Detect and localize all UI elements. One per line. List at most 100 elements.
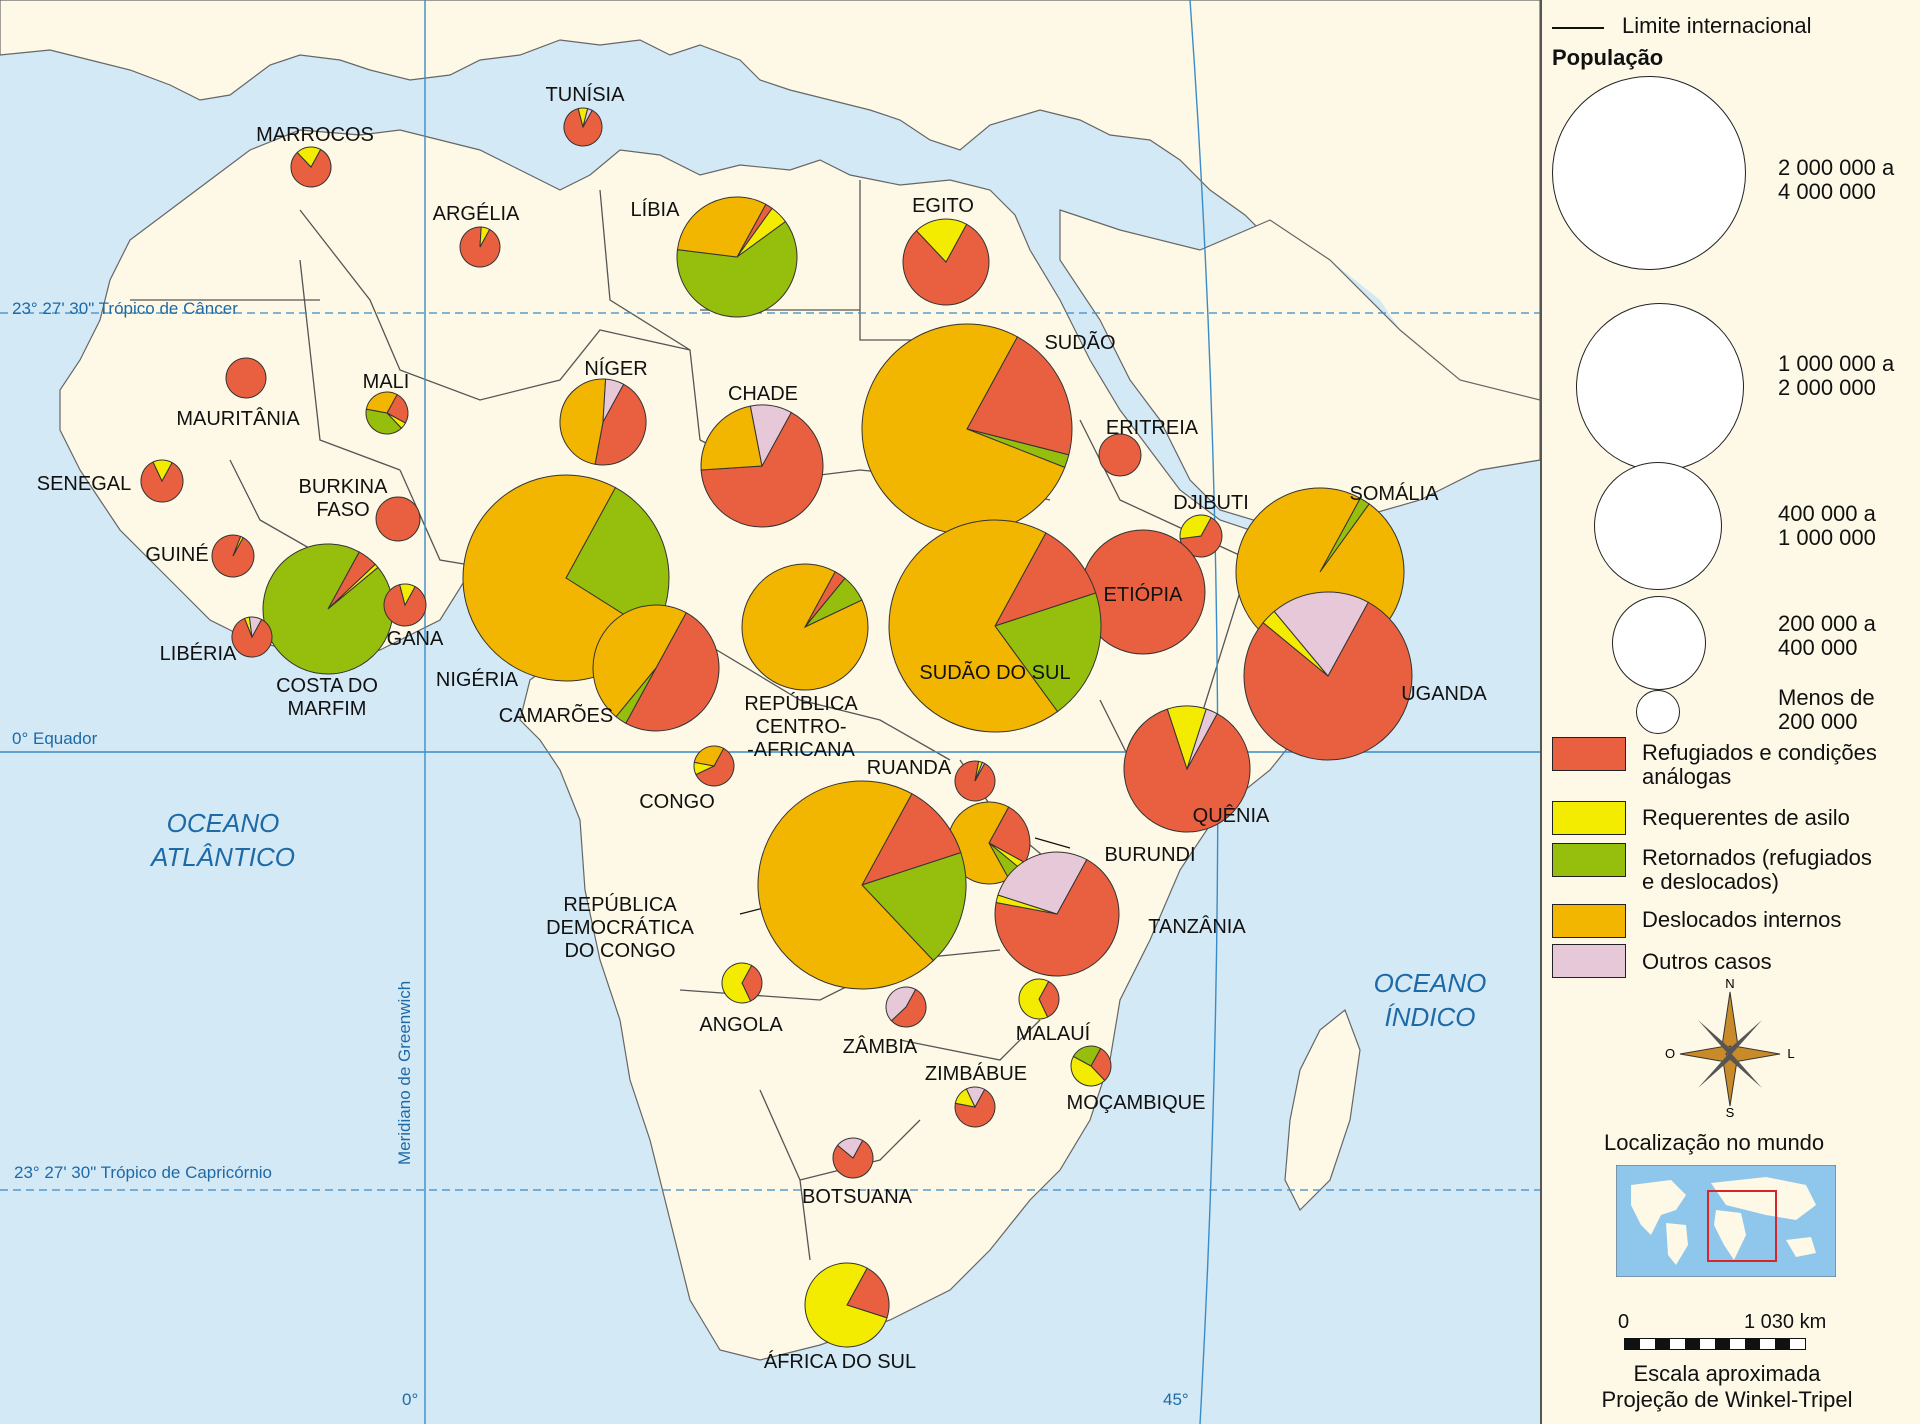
pie-tanzania bbox=[994, 851, 1120, 977]
label-costa-do-marfim-0: COSTA DO bbox=[276, 675, 378, 697]
swatch-requerentes bbox=[1552, 801, 1626, 835]
locator-highlight bbox=[1707, 1190, 1777, 1262]
label-senegal: SENEGAL bbox=[37, 473, 131, 495]
pie-malaui bbox=[1018, 978, 1060, 1020]
size-circle-3 bbox=[1594, 462, 1722, 590]
pie-camaroes bbox=[592, 604, 720, 732]
slice-marrocos-1 bbox=[296, 146, 322, 168]
label-republica-democratica-do-congo-0: REPÚBLICA bbox=[563, 893, 677, 916]
slice-sudao-do-sul-0 bbox=[993, 532, 1097, 627]
slice-mali-2 bbox=[365, 408, 403, 435]
slice-mali-0 bbox=[386, 393, 409, 424]
indian-ocean-label-2: ÍNDICO bbox=[1385, 1002, 1476, 1032]
slice-djibuti-1 bbox=[1179, 514, 1212, 540]
pie-republica-democratica-do-congo bbox=[757, 780, 967, 990]
label-chade: CHADE bbox=[728, 383, 798, 405]
slice-angola-1 bbox=[721, 962, 753, 1004]
arabia-land bbox=[1059, 209, 1540, 526]
scale-label: Escala aproximada bbox=[1633, 1361, 1821, 1386]
slice-tunisia-0 bbox=[563, 107, 603, 147]
label-quenia: QUÊNIA bbox=[1193, 804, 1270, 827]
slice-chade-4 bbox=[749, 404, 792, 468]
scale-bar bbox=[1624, 1338, 1806, 1350]
label-tunisia: TUNÍSIA bbox=[546, 83, 626, 106]
label-zimbabue: ZIMBÁBUE bbox=[925, 1062, 1027, 1085]
label-tanzania: TANZÂNIA bbox=[1148, 915, 1246, 938]
mediterranean-sea bbox=[240, 70, 840, 190]
slice-quenia-4 bbox=[1186, 708, 1218, 770]
slice-mali-3 bbox=[365, 391, 398, 414]
equator-label: 0° Equador bbox=[12, 729, 98, 748]
size-label-3b: 1 000 000 bbox=[1778, 525, 1876, 550]
swatch-outros bbox=[1552, 944, 1626, 978]
size-circle-4 bbox=[1612, 596, 1706, 690]
swatch-retornados bbox=[1552, 843, 1626, 877]
slice-republica-centro-africana-3 bbox=[741, 563, 869, 691]
swatch-refugiados bbox=[1552, 737, 1626, 771]
pie-ruanda bbox=[954, 760, 996, 802]
slice-niger-3 bbox=[559, 378, 607, 465]
label-djibuti: DJIBUTI bbox=[1173, 492, 1249, 514]
slice-congo-0 bbox=[695, 747, 735, 787]
size-label-4a: 200 000 a bbox=[1778, 611, 1876, 636]
slice-uganda-4 bbox=[1273, 591, 1369, 677]
slice-tunisia-4 bbox=[582, 107, 593, 128]
swatch-deslocados bbox=[1552, 904, 1626, 938]
pie-djibuti bbox=[1179, 514, 1223, 558]
tropic-of-capricorn-label: 23° 27' 30" Trópico de Capricórnio bbox=[14, 1163, 272, 1182]
label-argelia: ARGÉLIA bbox=[433, 202, 520, 225]
slice-mocambique-2 bbox=[1072, 1045, 1102, 1067]
slice-zambia-0 bbox=[890, 988, 927, 1028]
pie-sudao bbox=[861, 323, 1073, 535]
label-botsuana: BOTSUANA bbox=[802, 1186, 913, 1208]
pie-uganda bbox=[1243, 591, 1413, 761]
tropic-of-cancer-label: 23° 27' 30" Trópico de Câncer bbox=[12, 299, 238, 318]
compass-n: N bbox=[1725, 976, 1734, 991]
pie-gana bbox=[383, 583, 427, 627]
pie-charts-layer bbox=[140, 107, 1413, 1348]
slice-chade-3 bbox=[700, 405, 763, 471]
slice-burkina-faso-0 bbox=[375, 496, 421, 542]
country-labels-layer: MARROCOS TUNÍSIA ARGÉLIA LÍBIA EGITO SUDÃO ERI… bbox=[37, 83, 1488, 1373]
red-sea bbox=[1015, 210, 1200, 490]
slice-egito-0 bbox=[902, 223, 990, 306]
population-title: População bbox=[1552, 45, 1664, 70]
pie-guine bbox=[211, 534, 255, 578]
scale-zero: 0 bbox=[1618, 1311, 1630, 1333]
pie-argelia bbox=[459, 226, 501, 268]
slice-marrocos-0 bbox=[290, 148, 332, 188]
atlantic-ocean-label-1: OCEANO bbox=[167, 808, 280, 838]
border-line-symbol bbox=[1552, 27, 1604, 29]
pie-botsuana bbox=[832, 1137, 874, 1179]
pie-mali bbox=[365, 391, 409, 435]
slice-chade-0 bbox=[700, 411, 824, 528]
label-mauritania: MAURITÂNIA bbox=[176, 407, 300, 430]
label-burkina-faso-0: BURKINA bbox=[299, 476, 389, 498]
slice-niger-0 bbox=[594, 383, 647, 466]
cat-refugiados-1: Refugiados e condições bbox=[1642, 740, 1877, 765]
slice-congo-3 bbox=[693, 745, 725, 767]
size-circle-2 bbox=[1576, 303, 1744, 471]
slice-gana-1 bbox=[399, 583, 416, 607]
slice-africa-do-sul-0 bbox=[846, 1267, 890, 1319]
pie-senegal bbox=[140, 459, 184, 503]
pie-africa-do-sul bbox=[804, 1262, 890, 1348]
compass-l: L bbox=[1787, 1046, 1794, 1061]
cat-requerentes: Requerentes de asilo bbox=[1642, 805, 1850, 830]
slice-eritreia-0 bbox=[1098, 433, 1142, 477]
slice-republica-democratica-do-congo-2 bbox=[861, 851, 967, 962]
compass-s: S bbox=[1726, 1105, 1735, 1120]
greenwich-label: Meridiano de Greenwich bbox=[395, 981, 414, 1165]
label-etiopia: ETIÓPIA bbox=[1104, 583, 1184, 606]
size-label-2b: 2 000 000 bbox=[1778, 375, 1876, 400]
slice-egito-1 bbox=[915, 218, 968, 263]
slice-mocambique-1 bbox=[1070, 1055, 1106, 1087]
scale-end: 1 030 km bbox=[1744, 1311, 1827, 1333]
slice-republica-democratica-do-congo-3 bbox=[757, 780, 935, 990]
label-republica-centro-africana-0: REPÚBLICA bbox=[744, 692, 858, 715]
pie-marrocos bbox=[290, 146, 332, 188]
indian-ocean-label-1: OCEANO bbox=[1374, 968, 1487, 998]
cat-retornados-2: e deslocados) bbox=[1642, 869, 1779, 894]
size-label-2a: 1 000 000 a bbox=[1778, 351, 1895, 376]
slice-tanzania-4 bbox=[997, 851, 1088, 915]
